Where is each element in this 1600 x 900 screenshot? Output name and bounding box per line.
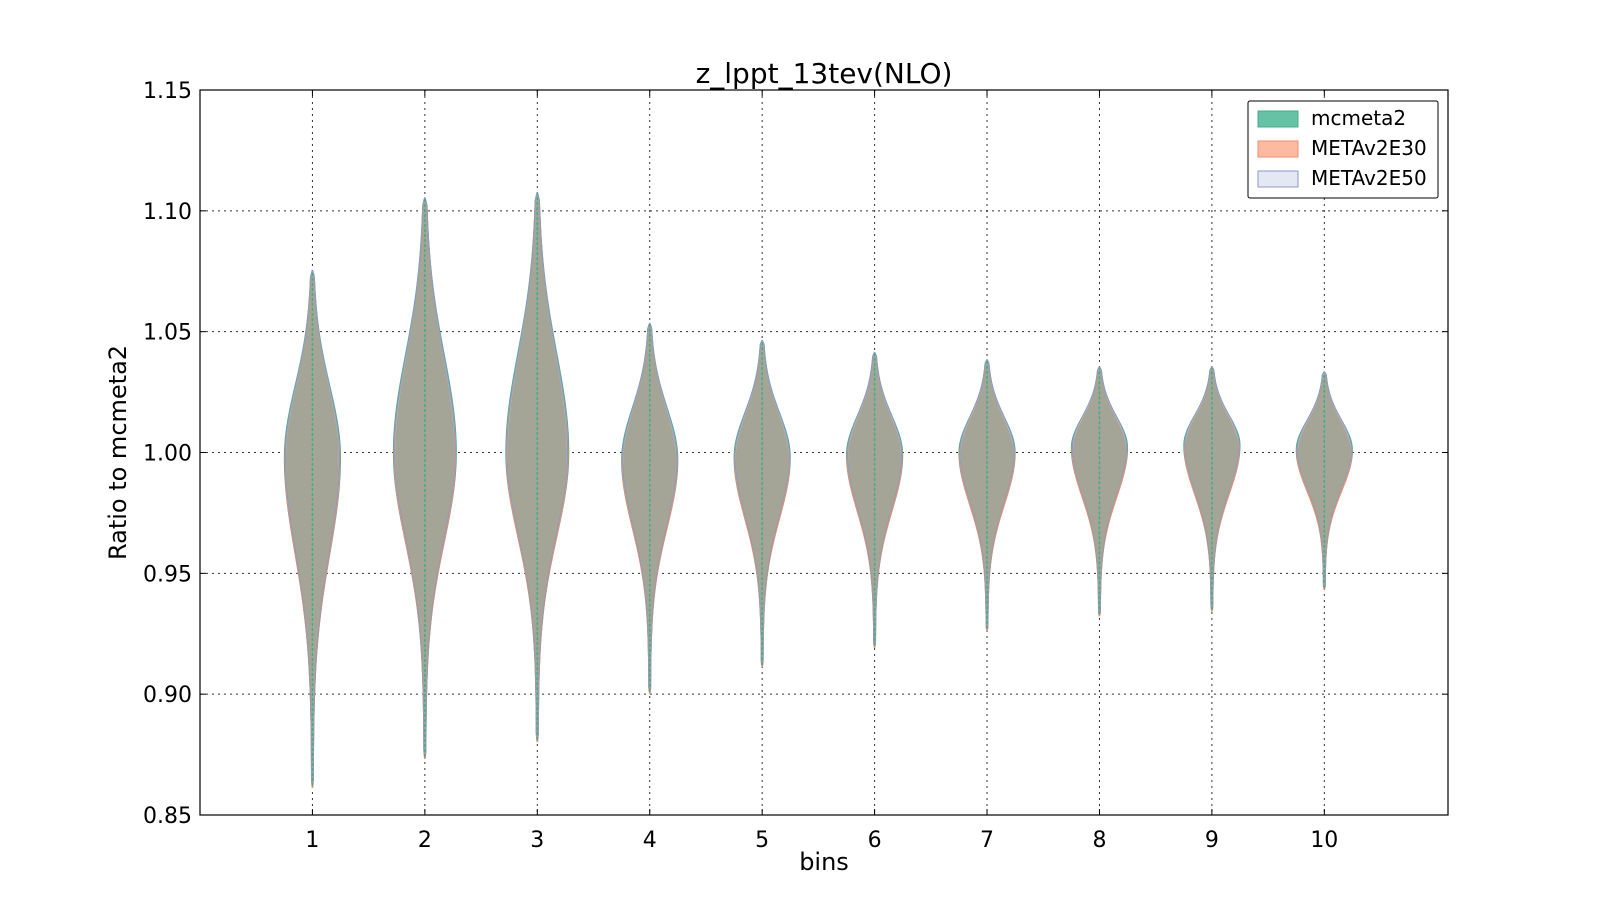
violin-overlap: [623, 324, 677, 693]
legend-swatch: [1257, 140, 1299, 158]
legend-entry: METAv2E50: [1311, 166, 1427, 190]
y-tick-label: 1.05: [143, 321, 192, 346]
x-axis-label: bins: [799, 848, 849, 876]
y-tick-label: 0.90: [143, 683, 192, 708]
x-tick-label: 4: [643, 828, 657, 853]
x-tick-label: 10: [1310, 828, 1338, 853]
violin-bin-2: [392, 197, 457, 759]
x-tick-label: 6: [868, 828, 882, 853]
y-axis-label: Ratio to mcmeta2: [104, 345, 132, 560]
violins: [283, 192, 1353, 788]
x-tick-label: 8: [1092, 828, 1106, 853]
violin-bin-6: [845, 351, 904, 648]
legend-swatch: [1257, 170, 1299, 188]
chart-title: z_lppt_13tev(NLO): [696, 57, 953, 90]
violin-bin-3: [505, 192, 570, 743]
ticks: 0.85 0.90 0.95 1.00 1.05 1.10 1.15 1 2 3 4 5 6 7 8 9 10: [143, 79, 1448, 853]
x-tick-label: 1: [305, 828, 319, 853]
violin-bin-9: [1183, 366, 1241, 612]
legend-swatch: [1257, 110, 1299, 128]
violin-bin-5: [733, 339, 791, 668]
violin-bin-8: [1070, 366, 1129, 617]
x-tick-label: 3: [530, 828, 544, 853]
y-tick-label: 0.95: [143, 562, 192, 587]
grid-lines: [200, 90, 1448, 815]
x-tick-label: 2: [418, 828, 432, 853]
violin-bin-7: [958, 359, 1016, 631]
violin-bin-10: [1295, 371, 1353, 590]
x-tick-label: 7: [980, 828, 994, 853]
y-tick-label: 1.10: [143, 200, 192, 225]
y-tick-label: 1.15: [143, 79, 192, 104]
x-tick-label: 5: [755, 828, 769, 853]
x-tick-label: 9: [1205, 828, 1219, 853]
violin-bin-1: [283, 269, 342, 788]
y-tick-label: 0.85: [143, 804, 192, 829]
legend-entry: mcmeta2: [1311, 106, 1406, 130]
violin-bin-4: [621, 322, 679, 694]
legend: mcmeta2 METAv2E30 METAv2E50: [1247, 100, 1439, 199]
violin-overlap: [960, 361, 1014, 630]
y-tick-label: 1.00: [143, 442, 192, 467]
legend-entry: METAv2E30: [1311, 136, 1427, 160]
violin-overlap: [395, 199, 455, 758]
